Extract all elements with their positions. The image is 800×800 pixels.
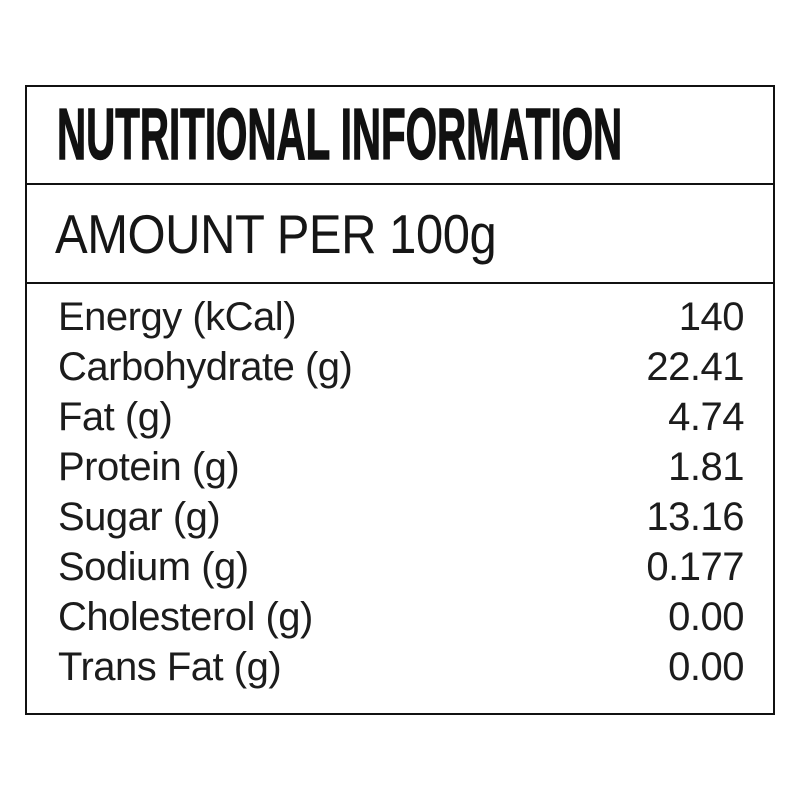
nutrient-name: Cholesterol (g) (58, 595, 313, 639)
nutrition-row: Cholesterol (g) 0.00 (58, 592, 744, 642)
nutrition-row: Sugar (g) 13.16 (58, 492, 744, 542)
nutrient-name: Energy (kCal) (58, 295, 297, 339)
nutrition-label-header: NUTRITIONAL INFORMATION (27, 87, 773, 185)
nutrition-row: Fat (g) 4.74 (58, 392, 744, 442)
nutrition-rows: Energy (kCal) 140 Carbohydrate (g) 22.41… (27, 284, 773, 692)
nutrition-row: Trans Fat (g) 0.00 (58, 642, 744, 692)
nutrition-row: Protein (g) 1.81 (58, 442, 744, 492)
nutrient-value: 13.16 (646, 495, 744, 539)
nutrition-row: Carbohydrate (g) 22.41 (58, 342, 744, 392)
nutrition-row: Energy (kCal) 140 (58, 292, 745, 342)
nutrient-name: Trans Fat (g) (58, 645, 282, 689)
nutrient-value: 1.81 (668, 445, 744, 489)
nutrient-name: Carbohydrate (g) (58, 345, 353, 389)
nutrient-value: 0.00 (668, 645, 744, 689)
serving-size-label: AMOUNT PER 100g (55, 202, 497, 265)
nutrition-label-title: NUTRITIONAL INFORMATION (57, 94, 623, 175)
nutrient-value: 140 (678, 295, 745, 339)
serving-size-header: AMOUNT PER 100g (27, 185, 773, 284)
nutrition-label: NUTRITIONAL INFORMATION AMOUNT PER 100g … (25, 85, 775, 715)
nutrient-value: 4.74 (668, 395, 744, 439)
nutrient-name: Sodium (g) (58, 545, 249, 589)
nutrient-value: 0.177 (646, 545, 744, 589)
nutrient-name: Fat (g) (58, 395, 173, 439)
nutrient-name: Sugar (g) (58, 495, 221, 539)
nutrient-name: Protein (g) (58, 445, 240, 489)
nutrient-value: 0.00 (668, 595, 744, 639)
nutrition-row: Sodium (g) 0.177 (58, 542, 744, 592)
nutrient-value: 22.41 (646, 345, 744, 389)
